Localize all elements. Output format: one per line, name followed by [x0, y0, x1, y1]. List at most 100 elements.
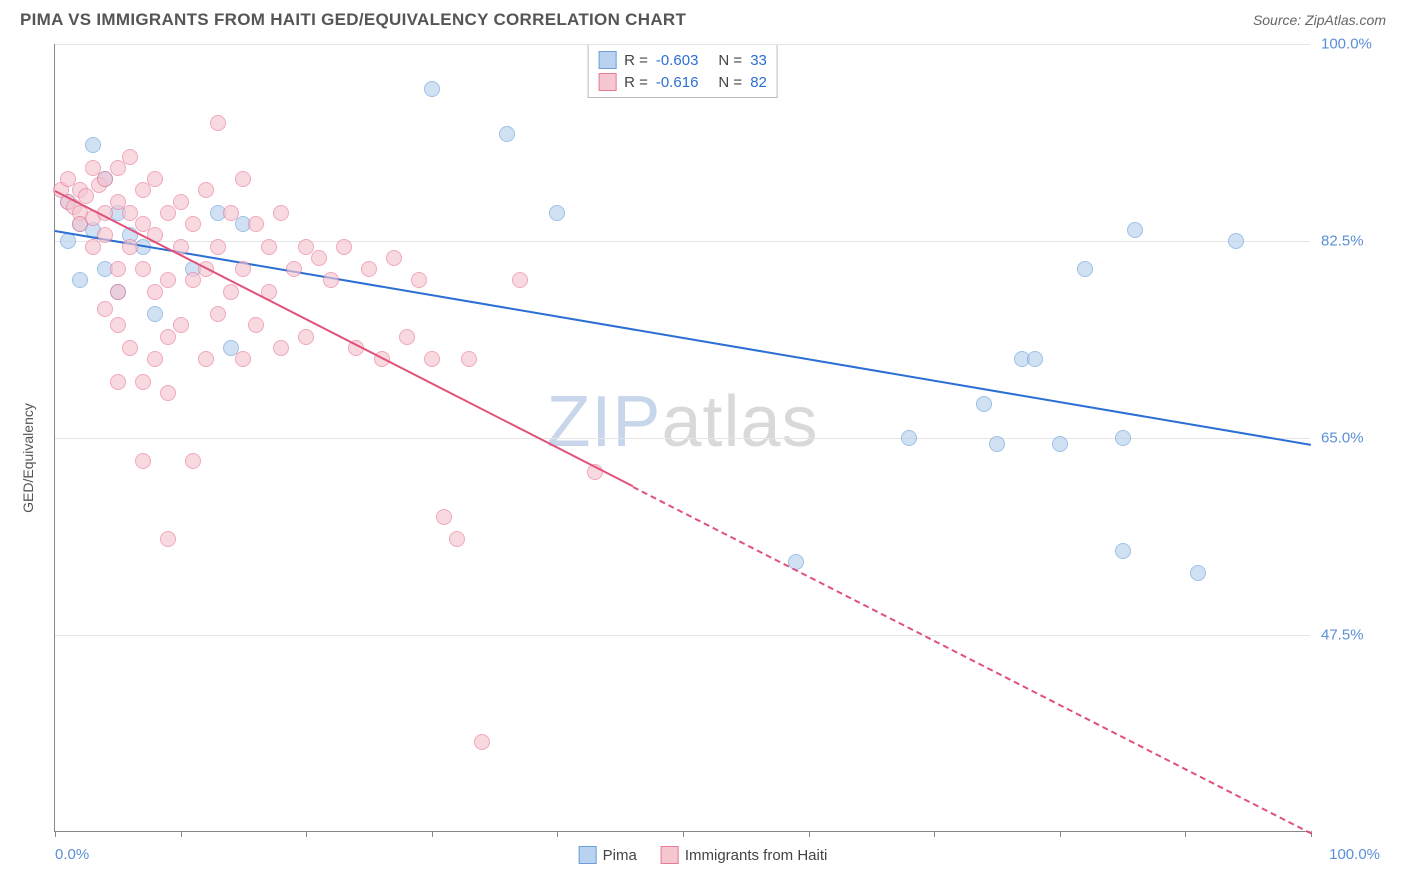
y-tick-label: 100.0% — [1321, 36, 1372, 53]
x-tick — [306, 831, 307, 837]
legend-swatch — [598, 51, 616, 69]
scatter-point — [135, 182, 151, 198]
scatter-point — [1115, 543, 1131, 559]
scatter-point — [198, 182, 214, 198]
scatter-point — [147, 171, 163, 187]
scatter-point — [261, 239, 277, 255]
scatter-point — [110, 374, 126, 390]
scatter-point — [386, 250, 402, 266]
scatter-point — [298, 329, 314, 345]
scatter-point — [323, 272, 339, 288]
y-tick-label: 65.0% — [1321, 430, 1364, 447]
scatter-point — [110, 317, 126, 333]
scatter-point — [248, 317, 264, 333]
scatter-point — [185, 216, 201, 232]
scatter-point — [135, 453, 151, 469]
scatter-point — [160, 531, 176, 547]
scatter-point — [424, 81, 440, 97]
stat-r-value: -0.616 — [656, 74, 699, 91]
scatter-point — [223, 284, 239, 300]
scatter-point — [273, 340, 289, 356]
stat-n-label: N = — [718, 52, 742, 69]
x-tick — [557, 831, 558, 837]
scatter-point — [78, 188, 94, 204]
scatter-point — [185, 272, 201, 288]
scatter-point — [399, 329, 415, 345]
scatter-point — [110, 284, 126, 300]
x-tick — [683, 831, 684, 837]
scatter-point — [97, 227, 113, 243]
scatter-point — [185, 453, 201, 469]
plot-area: ZIPatlas R = -0.603 N = 33 R = -0.616N = 8… — [54, 44, 1310, 832]
scatter-point — [411, 272, 427, 288]
scatter-point — [235, 261, 251, 277]
scatter-point — [1077, 261, 1093, 277]
gridline — [55, 635, 1310, 636]
source-label: Source: ZipAtlas.com — [1253, 12, 1386, 28]
scatter-point — [1190, 565, 1206, 581]
stats-row: R = -0.616N = 82 — [598, 71, 767, 93]
scatter-point — [989, 436, 1005, 452]
scatter-point — [110, 160, 126, 176]
scatter-point — [110, 261, 126, 277]
scatter-point — [361, 261, 377, 277]
x-tick — [181, 831, 182, 837]
y-tick-label: 82.5% — [1321, 233, 1364, 250]
legend-swatch — [661, 846, 679, 864]
bottom-legend: Pima Immigrants from Haiti — [579, 846, 828, 864]
scatter-point — [248, 216, 264, 232]
stat-n-value: 82 — [750, 74, 767, 91]
scatter-point — [512, 272, 528, 288]
scatter-point — [210, 306, 226, 322]
stats-legend: R = -0.603 N = 33 R = -0.616N = 82 — [587, 44, 778, 98]
y-tick-label: 47.5% — [1321, 627, 1364, 644]
scatter-point — [85, 137, 101, 153]
trend-line — [55, 190, 634, 487]
scatter-point — [198, 351, 214, 367]
stat-n-value: 33 — [750, 52, 767, 69]
scatter-point — [424, 351, 440, 367]
stat-r-label: R = — [624, 52, 648, 69]
scatter-point — [286, 261, 302, 277]
x-axis-min-label: 0.0% — [55, 846, 89, 863]
scatter-point — [273, 205, 289, 221]
x-axis-max-label: 100.0% — [1329, 846, 1380, 863]
scatter-point — [223, 205, 239, 221]
scatter-point — [160, 329, 176, 345]
legend-item: Immigrants from Haiti — [661, 846, 828, 864]
legend-label: Immigrants from Haiti — [685, 847, 828, 864]
scatter-point — [72, 272, 88, 288]
x-tick — [55, 831, 56, 837]
scatter-point — [147, 351, 163, 367]
gridline — [55, 241, 1310, 242]
scatter-point — [160, 272, 176, 288]
y-axis-label: GED/Equivalency — [20, 348, 36, 458]
legend-swatch — [579, 846, 597, 864]
scatter-point — [122, 239, 138, 255]
scatter-point — [160, 205, 176, 221]
x-tick — [934, 831, 935, 837]
chart-container: GED/Equivalency ZIPatlas R = -0.603 N = 3… — [20, 44, 1386, 872]
scatter-point — [311, 250, 327, 266]
scatter-point — [436, 509, 452, 525]
x-tick — [432, 831, 433, 837]
scatter-point — [210, 115, 226, 131]
scatter-point — [122, 149, 138, 165]
scatter-point — [1115, 430, 1131, 446]
stats-row: R = -0.603 N = 33 — [598, 49, 767, 71]
scatter-point — [549, 205, 565, 221]
trend-line — [632, 486, 1311, 834]
legend-item: Pima — [579, 846, 637, 864]
scatter-point — [901, 430, 917, 446]
x-tick — [1185, 831, 1186, 837]
scatter-point — [976, 396, 992, 412]
scatter-point — [85, 239, 101, 255]
watermark: ZIPatlas — [546, 381, 818, 463]
scatter-point — [1027, 351, 1043, 367]
scatter-point — [147, 306, 163, 322]
x-tick — [809, 831, 810, 837]
stat-r-label: R = — [624, 74, 648, 91]
page-title: PIMA VS IMMIGRANTS FROM HAITI GED/EQUIVA… — [20, 10, 686, 30]
scatter-point — [235, 171, 251, 187]
stat-r-value: -0.603 — [656, 52, 699, 69]
